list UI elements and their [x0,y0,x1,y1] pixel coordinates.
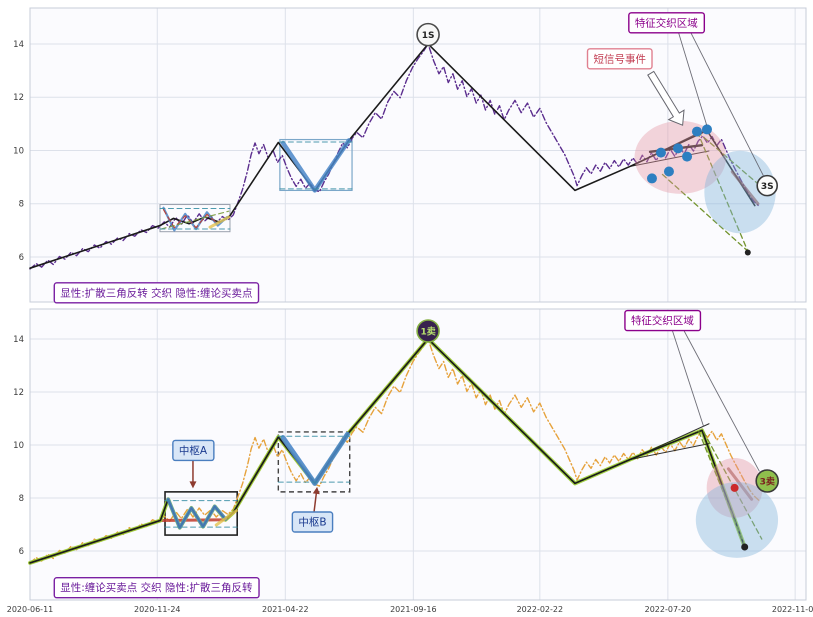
x-tick-label: 2022-02-22 [517,605,564,614]
leader-line [678,33,708,126]
plot-area [30,309,806,600]
marker-label: 1S [422,31,435,41]
callout-box [624,309,702,332]
marker-circle [755,469,780,493]
mini-yellow-segment [208,215,231,229]
y-tick-label: 14 [13,40,24,50]
callout-box [586,48,653,70]
signal-dot [646,173,657,184]
y-tick-label: 12 [13,388,24,398]
callout-text: 显性:扩散三角反转 交织 隐性:缠论买卖点 [60,286,252,299]
short-signal-label: 短信号事件 [586,48,685,126]
highlight-pink [634,120,727,194]
signal-dot [701,124,712,135]
callout-text: 显性:缠论买卖点 交织 隐性:扩散三角反转 [60,581,253,594]
leader-line [683,330,760,472]
signal-dot [663,166,674,177]
x-tick-label: 2022-11-01 [772,605,813,614]
mini-green-diagonal [160,210,230,230]
callout-fancy-arrow [647,70,685,126]
signal-dot [730,483,739,492]
feature-zone-label: 特征交织区域 [628,12,765,178]
marker-1卖: 1卖 [416,319,440,343]
y-tick-label: 10 [13,441,24,451]
marker-1S: 1S [416,22,440,47]
y-tick-label: 12 [13,93,24,103]
pivot-blue-v [280,138,352,193]
x-tick-label: 2021-09-16 [390,605,437,614]
marker-label: 1卖 [420,325,435,337]
y-tick-label: 6 [19,547,24,557]
highlight-blue [695,482,779,558]
signal-dot [673,143,684,154]
signal-dot [655,147,666,158]
signal-dot [691,126,702,137]
callout-box [291,511,334,533]
callout-text: 特征交织区域 [635,16,698,29]
mode-label-top: 显性:扩散三角反转 交织 隐性:缠论买卖点 [53,282,260,304]
y-tick-label: 10 [13,146,24,156]
callout-arrowhead [312,486,320,495]
wedge-a [696,131,749,252]
signal-dot [682,151,693,162]
mode-label-bottom: 显性:缠论买卖点 交织 隐性:扩散三角反转 [53,577,260,599]
marker-3S: 3S [756,174,779,197]
y-tick-label: 14 [13,335,24,345]
mini-yellow-segment [214,509,238,527]
final-move [730,170,760,206]
y-tick-label: 8 [19,200,24,210]
fan-lower [629,443,710,461]
leader-line [672,330,704,427]
callout-text: 中枢B [298,515,326,528]
pivot-a-label: 中枢A [172,439,215,489]
wedge-b [661,173,749,252]
pivot-blue-w [166,497,228,530]
callout-box [628,12,706,34]
x-tick-label: 2020-11-24 [134,605,181,614]
fan-lower [629,150,710,167]
marker-circle [416,319,440,343]
pivot-b-label: 中枢B [291,486,334,533]
feature-zone-label: 特征交织区域 [624,309,760,472]
callout-small-arrow [313,491,318,513]
callout-box [53,282,260,304]
plot-border [29,308,807,601]
callout-text: 特征交织区域 [631,314,694,327]
x-tick-label: 2021-04-22 [262,605,309,614]
marker-label: 3卖 [760,475,775,487]
callout-arrowhead [189,481,197,489]
highlight-blue [704,150,776,234]
fan-upper [629,423,710,461]
x-tick-label: 2022-07-20 [645,605,692,614]
callout-box [172,439,215,462]
wedge-c [696,131,768,193]
signal-dot [741,543,749,551]
final-move [726,467,754,501]
callout-box [53,577,260,599]
x-tick-label: 2020-06-11 [7,605,54,614]
signal-dot [744,249,751,256]
y-tick-label: 8 [19,494,24,504]
callout-text: 中枢A [179,444,208,457]
y-tick-label: 6 [19,253,24,263]
marker-label: 3S [761,182,774,192]
marker-circle [416,22,440,47]
zigzag-top [29,43,756,269]
pivot-blue-v [280,431,350,486]
leader-line [690,33,765,178]
marker-circle [756,174,779,197]
callout-text: 短信号事件 [594,52,647,65]
wedge-a [698,431,746,547]
plot-border [29,7,807,303]
pivot-box-b [277,431,351,493]
marker-3卖: 3卖 [755,469,780,493]
